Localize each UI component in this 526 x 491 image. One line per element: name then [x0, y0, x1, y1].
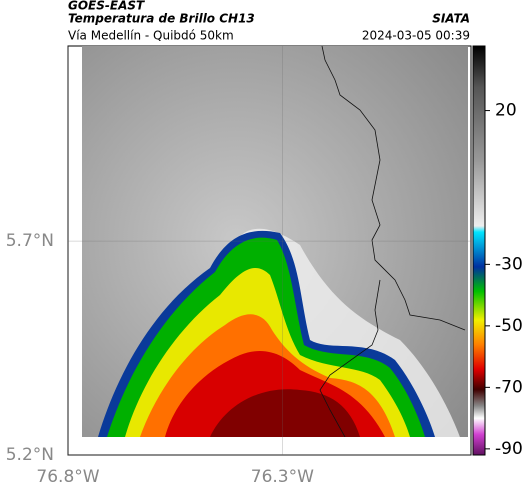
lon-tick-label: 76.3°W: [251, 467, 314, 487]
datetime: 2024-03-05 00:39: [362, 29, 470, 43]
source: GOES-EAST: [68, 0, 145, 13]
colorbar-tick-label: -50: [495, 316, 523, 336]
lat-tick-label: 5.2°N: [6, 445, 54, 465]
colorbar-tick-label: -90: [495, 439, 523, 459]
colorbar: [472, 45, 486, 456]
org: SIATA: [432, 12, 470, 26]
region: Vía Medellín - Quibdó 50km: [68, 29, 234, 43]
colorbar-tick-label: 20: [495, 101, 517, 121]
lat-tick-label: 5.7°N: [6, 231, 54, 251]
colorbar-tick-label: -30: [495, 254, 523, 274]
lon-tick-label: 76.8°W: [36, 467, 99, 487]
imagery: [82, 46, 468, 437]
product: Temperatura de Brillo CH13: [68, 12, 255, 26]
colorbar-tick-label: -70: [495, 377, 523, 397]
